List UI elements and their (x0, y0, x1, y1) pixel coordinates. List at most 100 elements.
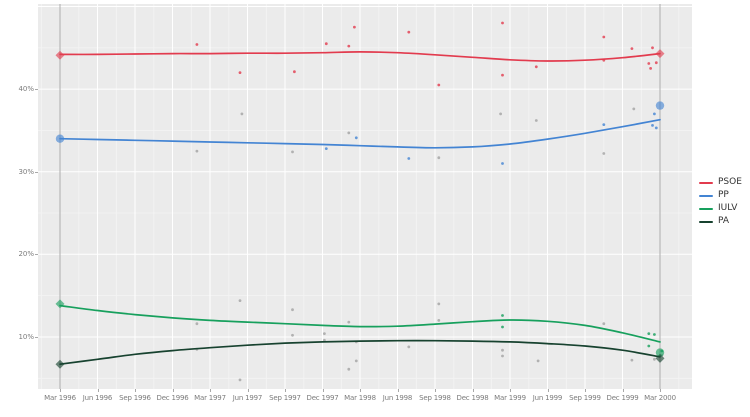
trend-line-pa (59, 339, 661, 366)
x-tick-mark (547, 389, 549, 392)
x-tick-label: Dec 1999 (606, 394, 639, 402)
x-tick-label: Jun 1998 (382, 394, 413, 402)
poll-point-psoe (654, 61, 658, 65)
legend-item-pp: PP (699, 189, 742, 202)
poll-point-other (291, 150, 294, 154)
y-tick-label: 40% (18, 85, 34, 94)
election-results-mar-1996 (55, 50, 65, 369)
trend-pa (59, 339, 661, 366)
x-tick-label: Sep 1999 (569, 394, 601, 402)
x-tick-mark (360, 389, 361, 392)
poll-point-psoe (324, 42, 328, 46)
legend-swatch-psoe (699, 181, 713, 184)
poll-point-iulv (647, 344, 651, 348)
poll-point-other (347, 367, 351, 371)
x-tick-label: Mar 2000 (644, 394, 676, 402)
poll-point-other (501, 348, 504, 352)
poll-point-other (437, 319, 441, 322)
legend-item-psoe: PSOE (699, 176, 742, 189)
poll-point-pp (501, 162, 504, 165)
poll-point-pp (654, 126, 658, 130)
x-tick-label: Jun 1997 (232, 394, 263, 402)
x-tick-mark (172, 389, 174, 392)
trend-iulv (59, 304, 661, 343)
poll-points-iulv (501, 314, 664, 353)
legend-swatch-iulv (699, 207, 713, 210)
poll-point-other (354, 359, 358, 363)
poll-point-psoe (602, 35, 606, 39)
poll-point-other (291, 333, 294, 337)
poll-point-other (536, 359, 540, 363)
x-tick-mark (435, 389, 436, 392)
poll-point-other (632, 107, 636, 111)
other-poll-points (195, 107, 664, 382)
election-marker-iulv (655, 348, 665, 357)
x-tick-mark (97, 389, 99, 392)
x-tick-label: Dec 1998 (456, 394, 489, 402)
poll-point-pp (407, 157, 411, 160)
x-tick-label: Mar 1997 (194, 394, 226, 402)
poll-point-other (347, 131, 351, 135)
poll-point-psoe (238, 71, 242, 74)
x-tick-mark (397, 389, 399, 392)
election-reference-lines (59, 4, 661, 389)
poll-point-psoe (649, 67, 652, 70)
poll-point-other (195, 149, 199, 153)
x-tick-label: Dec 1996 (156, 394, 189, 402)
trend-psoe (59, 51, 661, 62)
poll-point-pp (354, 136, 358, 140)
x-tick-mark (135, 389, 136, 392)
trend-pp (59, 118, 661, 149)
poll-point-other (238, 299, 242, 302)
legend-item-iulv: IULV (699, 202, 742, 215)
poll-point-other (499, 112, 502, 116)
poll-point-other (437, 302, 441, 306)
legend-label: PP (718, 190, 729, 200)
poll-point-iulv (501, 325, 504, 329)
poll-point-psoe (347, 44, 351, 48)
legend-item-pa: PA (699, 215, 742, 228)
poll-point-pp (651, 124, 654, 127)
x-tick-label: Mar 1998 (344, 394, 376, 402)
x-tick-label: Mar 1996 (44, 394, 76, 402)
poll-points-pp (324, 112, 658, 165)
election-marker-psoe (55, 50, 65, 60)
poll-point-other (407, 345, 411, 349)
x-tick-label: Jun 1996 (82, 394, 113, 402)
gridlines-major (38, 4, 692, 389)
trend-line-pp (59, 118, 661, 149)
plot-canvas (38, 4, 692, 389)
x-tick-label: Dec 1997 (306, 394, 339, 402)
x-tick-mark (660, 389, 661, 392)
plot-panel (38, 4, 692, 389)
trend-line-iulv (59, 304, 661, 343)
legend: PSOE PP IULV PA (699, 176, 742, 228)
poll-point-pp (653, 112, 656, 116)
election-marker-pa (55, 359, 65, 369)
x-tick-mark (510, 389, 511, 392)
legend-label: PSOE (718, 177, 742, 187)
poll-point-other (323, 332, 326, 335)
poll-point-other (437, 156, 441, 160)
legend-label: PA (718, 216, 730, 226)
poll-point-iulv (647, 332, 651, 335)
poll-point-other (291, 308, 294, 312)
poll-point-iulv (501, 314, 504, 317)
y-tick-label: 20% (18, 250, 34, 259)
poll-point-other (534, 119, 538, 122)
x-tick-mark (322, 389, 324, 392)
poll-point-other (347, 320, 351, 324)
election-marker-psoe (655, 49, 665, 59)
poll-point-psoe (534, 65, 538, 69)
election-results-mar-2000 (655, 49, 665, 363)
x-tick-mark (210, 389, 211, 392)
y-tick-label: 10% (18, 333, 34, 341)
x-tick-label: Sep 1996 (119, 394, 151, 402)
x-tick-mark (585, 389, 586, 392)
election-marker-iulv (55, 299, 65, 309)
poll-point-psoe (353, 25, 356, 29)
x-tick-mark (60, 389, 61, 392)
legend-label: IULV (718, 203, 738, 213)
gridlines-minor (38, 4, 692, 389)
